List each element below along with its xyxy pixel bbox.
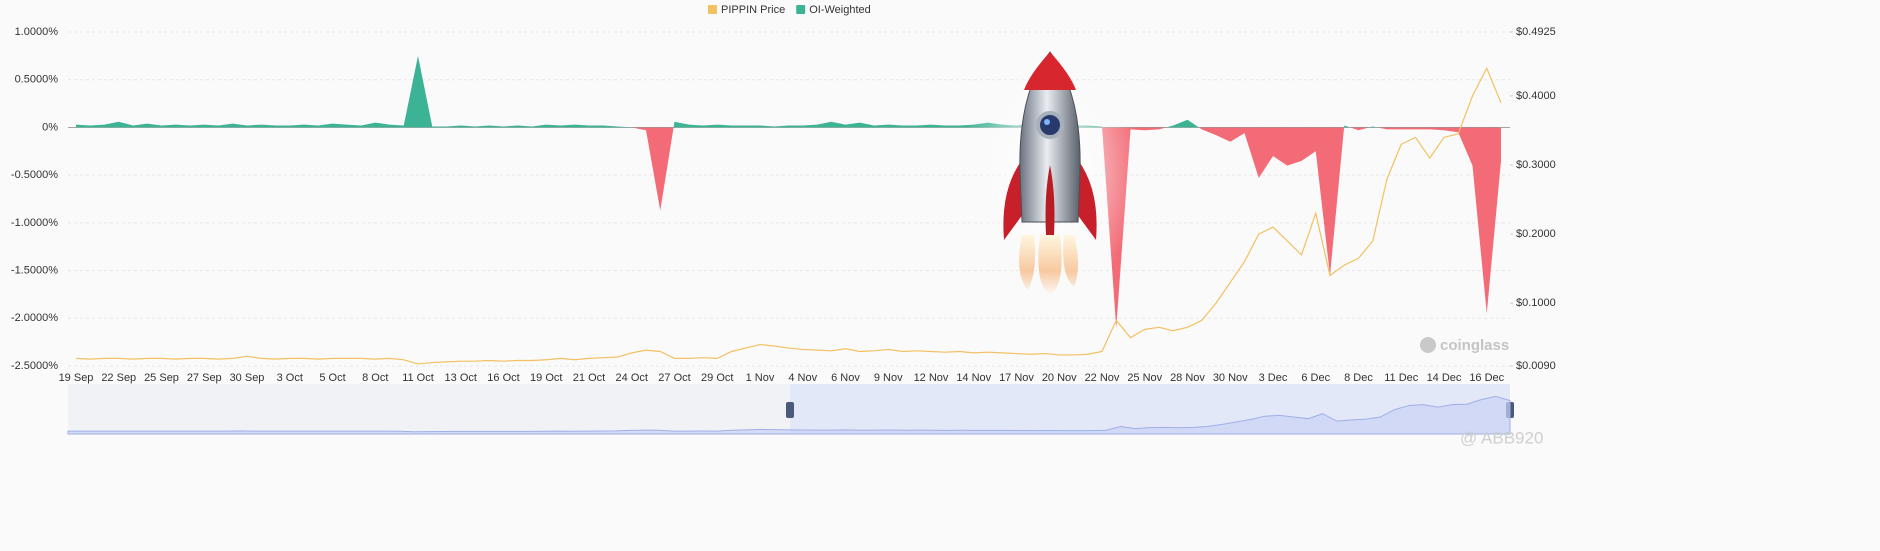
rocket	[960, 40, 1140, 300]
x-tick-label: 21 Oct	[573, 372, 605, 384]
y-tick-label: -1.0000%	[11, 217, 58, 229]
y-tick-label: 0.5000%	[15, 74, 59, 86]
y-tick-label: -1.5000%	[11, 264, 58, 276]
x-tick-label: 25 Sep	[144, 372, 179, 384]
navigator-handle[interactable]	[786, 402, 794, 418]
x-tick-label: 17 Nov	[999, 372, 1034, 384]
x-tick-label: 8 Dec	[1344, 372, 1373, 384]
y-tick-label: -2.0000%	[11, 312, 58, 324]
y2-tick-label: $0.2000	[1516, 228, 1556, 240]
y-tick-label: 1.0000%	[15, 26, 59, 38]
x-tick-label: 27 Sep	[187, 372, 222, 384]
x-tick-label: 14 Nov	[956, 372, 991, 384]
watermark-text: coinglass	[1440, 337, 1509, 354]
y2-tick-label: $0.1000	[1516, 297, 1556, 309]
x-tick-label: 6 Dec	[1301, 372, 1330, 384]
y-tick-label: 0%	[42, 121, 58, 133]
x-tick-label: 19 Sep	[59, 372, 94, 384]
x-tick-label: 22 Sep	[101, 372, 136, 384]
y2-tick-label: $0.0090	[1516, 360, 1556, 372]
x-tick-label: 19 Oct	[530, 372, 562, 384]
x-tick-label: 29 Oct	[701, 372, 733, 384]
navigator	[68, 384, 1514, 434]
x-tick-label: 4 Nov	[788, 372, 817, 384]
x-tick-label: 3 Oct	[277, 372, 303, 384]
funding-area	[76, 55, 1501, 328]
navigator-preview	[67, 395, 1511, 435]
legend-swatch	[708, 5, 717, 14]
x-tick-label: 14 Dec	[1427, 372, 1462, 384]
x-tick-label: 30 Sep	[230, 372, 265, 384]
x-tick-label: 25 Nov	[1127, 372, 1162, 384]
x-tick-label: 8 Oct	[362, 372, 388, 384]
x-tick-label: 1 Nov	[746, 372, 775, 384]
x-tick-label: 16 Oct	[487, 372, 519, 384]
x-tick-label: 28 Nov	[1170, 372, 1205, 384]
legend-label: PIPPIN Price	[721, 4, 785, 16]
y2-tick-label: $0.4000	[1516, 90, 1556, 102]
x-tick-label: 24 Oct	[616, 372, 648, 384]
x-tick-label: 5 Oct	[319, 372, 345, 384]
y2-tick-label: $0.4925	[1516, 26, 1556, 38]
credit-text: @ ABB920	[1460, 428, 1543, 447]
x-tick-label: 11 Oct	[402, 372, 434, 384]
x-tick-label: 16 Dec	[1469, 372, 1504, 384]
x-tick-label: 6 Nov	[831, 372, 860, 384]
legend-swatch	[796, 5, 806, 14]
x-tick-label: 20 Nov	[1042, 372, 1077, 384]
x-tick-label: 12 Nov	[914, 372, 949, 384]
watermark: coinglass @ ABB920	[1420, 337, 1543, 447]
legend: PIPPIN Price OI-Weighted	[708, 4, 871, 16]
x-tick-label: 3 Dec	[1259, 372, 1288, 384]
y-tick-label: -0.5000%	[11, 169, 58, 181]
x-tick-label: 27 Oct	[658, 372, 690, 384]
y2-tick-label: $0.3000	[1516, 159, 1556, 171]
price-line	[75, 66, 1502, 365]
legend-label: OI-Weighted	[809, 4, 871, 16]
y-tick-label: -2.5000%	[11, 360, 58, 372]
x-tick-label: 22 Nov	[1085, 372, 1120, 384]
x-tick-label: 13 Oct	[445, 372, 477, 384]
x-tick-label: 30 Nov	[1213, 372, 1248, 384]
x-tick-label: 9 Nov	[874, 372, 903, 384]
x-tick-label: 11 Dec	[1384, 372, 1419, 384]
